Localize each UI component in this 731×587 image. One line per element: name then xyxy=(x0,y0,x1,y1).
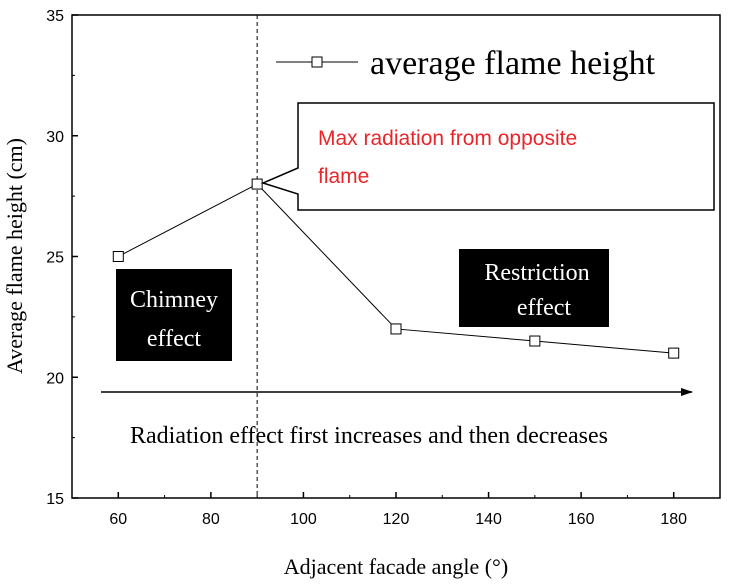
restriction-effect-line1: Restriction xyxy=(484,260,589,286)
x-tick-label: 60 xyxy=(109,511,127,528)
y-tick-label: 30 xyxy=(46,129,64,146)
x-tick-label: 120 xyxy=(383,511,410,528)
legend-marker xyxy=(311,56,323,68)
legend: average flame height xyxy=(276,45,656,82)
x-tick-label: 100 xyxy=(290,511,317,528)
chimney-effect-line1: Chimney xyxy=(130,287,218,313)
x-tick-label: 80 xyxy=(202,511,220,528)
restriction-effect-line2: effect xyxy=(517,295,572,321)
data-point-marker xyxy=(112,251,124,262)
chimney-effect-line2: effect xyxy=(147,326,202,352)
y-tick-label: 25 xyxy=(46,250,64,267)
series-average-flame-height xyxy=(112,178,680,359)
data-point-marker xyxy=(668,347,680,359)
x-axis: 60 80 100 120 140 160 180 xyxy=(71,492,721,528)
data-point-marker xyxy=(390,323,402,335)
callout-text: Max radiation from opposite flame xyxy=(318,127,583,188)
y-axis: 15 20 25 30 35 xyxy=(46,8,78,508)
restriction-effect-box: Restriction effect xyxy=(459,249,609,327)
legend-label: average flame height xyxy=(370,45,656,82)
y-tick-label: 35 xyxy=(46,8,64,25)
y-tick-label: 15 xyxy=(46,491,64,508)
y-tick-label: 20 xyxy=(46,370,64,387)
data-point-marker xyxy=(529,335,541,347)
x-tick-label: 140 xyxy=(475,511,502,528)
callout-shape xyxy=(260,102,715,211)
chimney-effect-box: Chimney effect xyxy=(116,269,232,361)
restriction-effect-bg xyxy=(459,249,609,327)
x-axis-title: Adjacent facade angle (°) xyxy=(284,554,508,579)
radiation-effect-label: Radiation effect first increases and the… xyxy=(130,423,608,449)
callout-bubble: Max radiation from opposite flame xyxy=(260,102,715,211)
x-tick-label: 160 xyxy=(568,511,595,528)
y-axis-title: Average flame height (cm) xyxy=(2,138,27,374)
chimney-effect-bg xyxy=(116,269,232,361)
data-point-marker xyxy=(251,178,263,190)
x-tick-label: 180 xyxy=(660,511,687,528)
